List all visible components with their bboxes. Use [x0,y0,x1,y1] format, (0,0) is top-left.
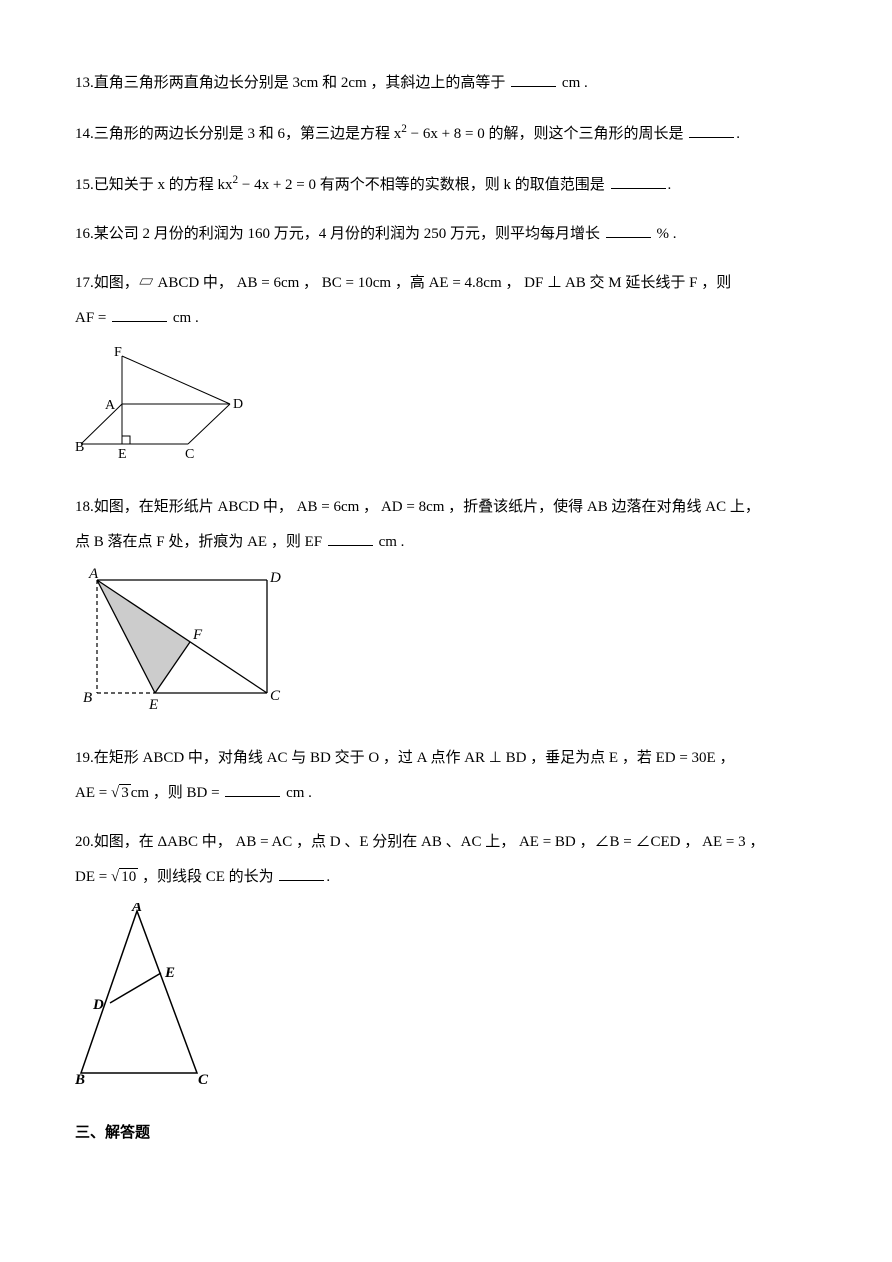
q19-ae: AE = [75,785,111,801]
q18-label-E: E [148,697,158,713]
blank [611,173,666,189]
q17-label-E: E [118,447,127,462]
question-19: 19.在矩形 ABCD 中，对角线 AC 与 BD 交于 O ，过 A 点作 A… [75,745,817,807]
q14-text: 14.三角形的两边长分别是 3 和 6，第三边是方程 x2 − 6x + 8 =… [75,119,817,148]
q20-label-A: A [131,903,142,915]
q20-label-B: B [75,1072,85,1088]
blank [689,122,734,138]
q20-de: DE = [75,869,111,885]
blank [511,71,556,87]
question-16: 16.某公司 2 月份的利润为 160 万元，4 月份的利润为 250 万元，则… [75,221,817,248]
q18-line2: 点 B 落在点 F 处，折痕为 AE ，则 EF cm . [75,529,817,556]
q17-line2: AF = cm . [75,305,817,332]
q19-post: cm ，则 BD = [131,785,224,801]
q17-unit: cm . [173,310,199,326]
q15-k: kx [218,177,233,193]
question-18: 18.如图，在矩形纸片 ABCD 中， AB = 6cm ， AD = 8cm … [75,494,817,723]
q14-pre: 14.三角形的两边长分别是 3 和 6，第三边是方程 [75,126,394,142]
blank [606,222,651,238]
q17-svg: F A D B E C [75,344,245,462]
q17-af: AF = [75,310,110,326]
section-title: 三、解答题 [75,1120,817,1147]
blank [279,865,324,881]
q19-line1: 19.在矩形 ABCD 中，对角线 AC 与 BD 交于 O ，过 A 点作 A… [75,745,817,772]
q17-label-B: B [75,440,84,455]
q14-period: . [736,126,740,142]
q20-figure: A E D B C [75,903,817,1098]
q19-unit: cm . [286,785,312,801]
q17-label-D: D [233,397,243,412]
sqrt-icon: √ [111,785,119,801]
q16-unit: % . [657,226,677,242]
q13-text: 13.直角三角形两直角边长分别是 3cm 和 2cm ，其斜边上的高等于 cm … [75,70,817,97]
q14-post: 的解，则这个三角形的周长是 [485,126,684,142]
q20-label-C: C [198,1072,209,1088]
q18-label-F: F [192,627,203,643]
q20-svg: A E D B C [75,903,210,1088]
q13-stem: 13.直角三角形两直角边长分别是 3cm 和 2cm ，其斜边上的高等于 [75,75,505,91]
q18-unit: cm . [379,534,405,550]
q20-line2: DE = √10 ，则线段 CE 的长为 . [75,864,817,891]
q17-label-C: C [185,447,194,462]
q18-pre: 点 B 落在点 F 处，折痕为 AE ，则 EF [75,534,326,550]
q15-period: . [668,177,672,193]
q15-text: 15.已知关于 x 的方程 kx2 − 4x + 2 = 0 有两个不相等的实数… [75,170,817,199]
q18-figure: A D B C E F [75,568,817,723]
blank [225,781,280,797]
q15-mid: 有两个不相等的实数根，则 k 的取值范围是 [316,177,605,193]
q16-stem: 16.某公司 2 月份的利润为 160 万元，4 月份的利润为 250 万元，则… [75,226,600,242]
q18-label-A: A [88,568,99,582]
q16-text: 16.某公司 2 月份的利润为 160 万元，4 月份的利润为 250 万元，则… [75,221,817,248]
q18-label-D: D [269,570,281,586]
q20-period: . [326,869,330,885]
q20-line1: 20.如图，在 ΔABC 中， AB = AC ，点 D 、E 分别在 AB 、… [75,829,817,856]
q18-svg: A D B C E F [75,568,285,713]
q17-label-F: F [114,345,122,360]
q18-label-B: B [83,690,92,706]
blank [328,530,373,546]
q20-label-D: D [92,997,104,1013]
sqrt-icon: √ [111,869,119,885]
question-15: 15.已知关于 x 的方程 kx2 − 4x + 2 = 0 有两个不相等的实数… [75,170,817,199]
q13-unit: cm . [562,75,588,91]
sqrt-val: 10 [119,868,138,885]
sqrt-val: 3 [119,784,131,801]
question-17: 17.如图，▱ ABCD 中， AB = 6cm ， BC = 10cm ，高 … [75,270,817,472]
q15-pre: 15.已知关于 x 的方程 [75,177,218,193]
question-14: 14.三角形的两边长分别是 3 和 6，第三边是方程 x2 − 6x + 8 =… [75,119,817,148]
question-13: 13.直角三角形两直角边长分别是 3cm 和 2cm ，其斜边上的高等于 cm … [75,70,817,97]
q14-eq-rest: − 6x + 8 = 0 [407,126,485,142]
q15-rest: − 4x + 2 = 0 [238,177,316,193]
blank [112,306,167,322]
q18-line1: 18.如图，在矩形纸片 ABCD 中， AB = 6cm ， AD = 8cm … [75,494,817,521]
q17-figure: F A D B E C [75,344,817,472]
q20-label-E: E [164,965,175,981]
q17-line1: 17.如图，▱ ABCD 中， AB = 6cm ， BC = 10cm ，高 … [75,270,817,297]
question-20: 20.如图，在 ΔABC 中， AB = AC ，点 D 、E 分别在 AB 、… [75,829,817,1098]
q17-label-A: A [105,398,116,413]
q20-post: ，则线段 CE 的长为 [138,869,273,885]
q19-line2: AE = √3cm ，则 BD = cm . [75,780,817,807]
q18-label-C: C [270,688,281,704]
